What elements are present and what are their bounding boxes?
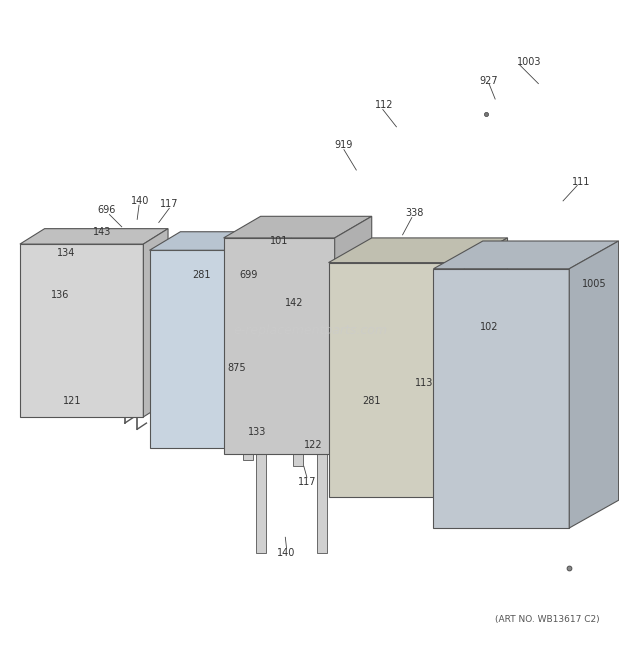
Polygon shape <box>20 244 143 417</box>
Text: 134: 134 <box>57 249 76 258</box>
Text: 117: 117 <box>298 477 316 486</box>
Text: 143: 143 <box>93 227 111 237</box>
Text: 122: 122 <box>304 440 322 449</box>
Polygon shape <box>20 229 168 244</box>
Polygon shape <box>149 232 291 251</box>
Text: 140: 140 <box>131 196 149 206</box>
Polygon shape <box>143 229 168 417</box>
Bar <box>317 368 327 553</box>
Text: 121: 121 <box>63 397 82 407</box>
Polygon shape <box>335 216 372 454</box>
Text: 111: 111 <box>572 177 591 187</box>
Polygon shape <box>149 251 260 447</box>
Bar <box>293 256 303 466</box>
Text: 133: 133 <box>249 428 267 438</box>
Bar <box>243 251 253 460</box>
Polygon shape <box>329 262 464 497</box>
Text: 112: 112 <box>375 100 393 110</box>
Polygon shape <box>464 238 508 497</box>
Text: 117: 117 <box>160 199 179 209</box>
Bar <box>563 457 588 475</box>
Text: 281: 281 <box>363 397 381 407</box>
Text: 102: 102 <box>480 323 498 332</box>
Bar <box>458 299 551 485</box>
Polygon shape <box>224 216 372 238</box>
Polygon shape <box>224 238 335 454</box>
Polygon shape <box>433 241 619 269</box>
Text: 136: 136 <box>51 290 69 299</box>
Text: 927: 927 <box>480 75 498 85</box>
Text: 696: 696 <box>97 205 115 215</box>
Text: 101: 101 <box>270 236 288 246</box>
Bar <box>29 318 42 349</box>
Text: e-replacementparts.com: e-replacementparts.com <box>233 324 387 337</box>
Polygon shape <box>329 238 508 262</box>
Text: 919: 919 <box>335 140 353 150</box>
Text: 1005: 1005 <box>582 279 606 290</box>
Text: 113: 113 <box>415 378 433 388</box>
Text: 699: 699 <box>239 270 257 280</box>
Text: 1003: 1003 <box>517 57 541 67</box>
Bar <box>273 309 310 364</box>
Text: 140: 140 <box>277 548 296 558</box>
Bar <box>563 334 588 352</box>
Text: 281: 281 <box>193 270 211 280</box>
Polygon shape <box>260 232 291 447</box>
Bar <box>122 318 134 349</box>
Text: (ART NO. WB13617 C2): (ART NO. WB13617 C2) <box>495 615 600 624</box>
Polygon shape <box>569 241 619 528</box>
Polygon shape <box>433 269 569 528</box>
Text: 338: 338 <box>405 208 424 218</box>
Text: 142: 142 <box>285 297 304 308</box>
Bar <box>446 281 563 503</box>
Bar <box>255 380 265 553</box>
Text: 875: 875 <box>228 362 247 373</box>
